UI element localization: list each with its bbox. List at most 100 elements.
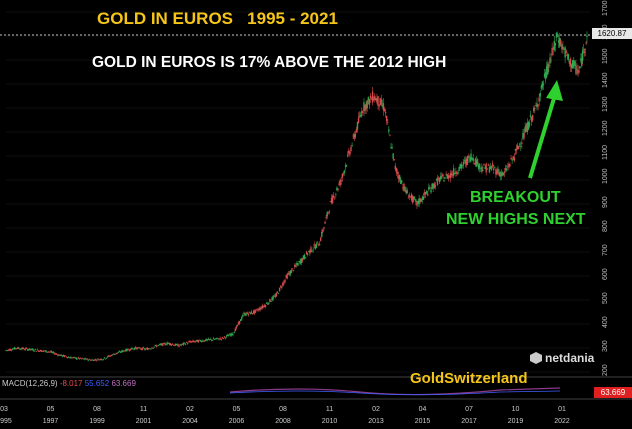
candle-body xyxy=(322,229,324,233)
candle-body xyxy=(31,348,33,350)
candle-body xyxy=(356,122,359,130)
candle-body xyxy=(212,338,215,340)
candle-body xyxy=(455,171,457,174)
y-tick-label: 600 xyxy=(602,268,609,280)
candle-body xyxy=(152,347,154,349)
candle-body xyxy=(11,349,14,350)
candle-body xyxy=(555,32,558,38)
candle-body xyxy=(52,351,55,353)
candle-body xyxy=(82,358,84,360)
candle-body xyxy=(352,135,354,137)
candle-body xyxy=(48,351,50,353)
candle-body xyxy=(478,163,481,169)
candle-body xyxy=(29,348,31,351)
x-tick-year: 2019 xyxy=(508,418,524,425)
x-tick-year: 2004 xyxy=(182,418,198,425)
candle-body xyxy=(397,175,400,179)
candle-body xyxy=(157,344,160,346)
candle-body xyxy=(451,174,454,175)
candle-body xyxy=(194,341,196,343)
candle-body xyxy=(446,174,448,179)
candle-body xyxy=(301,258,304,262)
candle-body xyxy=(338,183,340,185)
y-tick-label: 1000 xyxy=(602,168,609,184)
candle-body xyxy=(448,176,451,177)
candle-body xyxy=(348,150,350,154)
candle-body xyxy=(24,348,27,350)
y-tick-label: 200 xyxy=(602,364,609,376)
candle-body xyxy=(56,354,58,355)
candle-body xyxy=(424,192,427,195)
y-tick-label: 700 xyxy=(602,244,609,256)
candle-body xyxy=(272,296,274,300)
candle-body xyxy=(192,340,194,342)
candle-body xyxy=(437,177,440,179)
candle-body xyxy=(334,197,336,199)
candle-body xyxy=(485,163,487,173)
candle-body xyxy=(468,155,470,157)
candle-body xyxy=(511,159,513,161)
candle-body xyxy=(436,177,439,185)
candle-body xyxy=(409,196,412,198)
candle-body xyxy=(418,198,420,205)
candle-body xyxy=(220,338,222,340)
candle-body xyxy=(153,346,155,348)
candle-body xyxy=(273,295,275,297)
candle-body xyxy=(46,351,48,353)
candle-body xyxy=(419,198,421,203)
candle-body xyxy=(84,358,86,360)
candle-body xyxy=(165,344,167,346)
candle-body xyxy=(68,357,70,358)
y-tick-label: 1100 xyxy=(602,145,609,160)
candle-body xyxy=(388,129,390,132)
candle-body xyxy=(534,108,536,109)
candle-body xyxy=(36,349,39,351)
candle-body xyxy=(228,335,230,337)
candle-body xyxy=(328,211,331,213)
candle-body xyxy=(70,357,72,359)
candle-series xyxy=(5,31,588,362)
candle-body xyxy=(37,350,40,352)
candle-body xyxy=(582,48,585,50)
candle-body xyxy=(275,293,278,296)
candle-body xyxy=(416,201,418,206)
candle-body xyxy=(109,355,111,357)
y-tick-label: 900 xyxy=(602,196,609,208)
candle-body xyxy=(393,159,395,160)
candle-body xyxy=(143,348,146,350)
candle-body xyxy=(331,195,334,204)
netdania-logo-icon xyxy=(530,352,542,364)
candle-body xyxy=(211,339,214,341)
arrow-head xyxy=(546,80,563,101)
candle-body xyxy=(251,313,254,315)
candle-body xyxy=(569,58,572,67)
candle-body xyxy=(295,265,297,267)
candle-body xyxy=(365,103,367,110)
candle-body xyxy=(449,173,452,179)
candle-body xyxy=(553,40,556,50)
candle-body xyxy=(12,348,15,350)
candle-body xyxy=(121,350,123,352)
candle-body xyxy=(326,212,328,217)
candle-body xyxy=(385,116,388,121)
x-tick-year: 2001 xyxy=(136,418,152,425)
candle-body xyxy=(473,163,475,165)
candle-body xyxy=(287,273,289,275)
candle-body xyxy=(227,334,229,336)
candle-body xyxy=(299,260,301,265)
candle-body xyxy=(183,342,186,344)
candle-body xyxy=(320,238,322,241)
candle-body xyxy=(477,164,480,169)
candle-body xyxy=(476,159,479,165)
candle-body xyxy=(6,350,8,351)
candle-body xyxy=(520,146,522,147)
x-tick-month: 10 xyxy=(512,406,520,413)
candle-body xyxy=(433,183,435,189)
x-tick-month: 07 xyxy=(465,406,473,413)
candle-body xyxy=(464,159,467,164)
candle-body xyxy=(98,359,100,361)
candle-body xyxy=(435,179,438,180)
candle-body xyxy=(314,246,317,250)
candle-body xyxy=(15,348,17,349)
candle-body xyxy=(38,350,41,352)
